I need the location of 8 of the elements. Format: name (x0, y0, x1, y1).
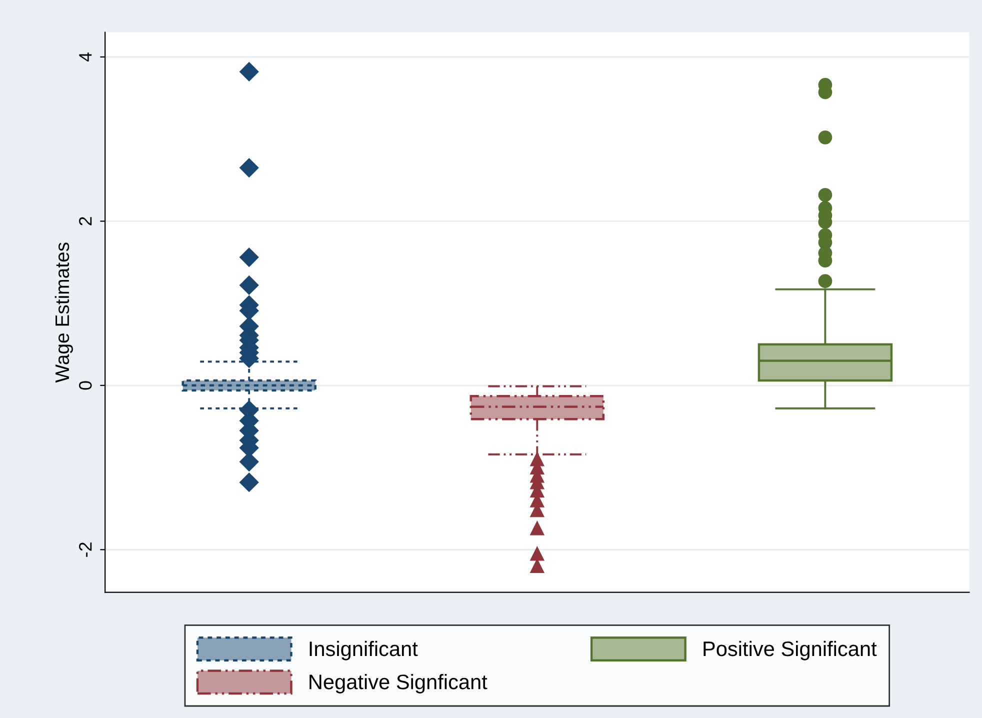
y-tick-label: 2 (78, 217, 92, 226)
legend-label: Positive Significant (704, 640, 877, 660)
y-tick-label: -2 (78, 542, 92, 557)
y-tick-label: 0 (78, 381, 92, 390)
y-tick-label: 4 (79, 52, 92, 62)
legend-label: Negative Signficant (310, 674, 488, 694)
y-axis-title: Wage Estimates (54, 242, 73, 383)
legend-label: Insignificant (310, 640, 418, 660)
